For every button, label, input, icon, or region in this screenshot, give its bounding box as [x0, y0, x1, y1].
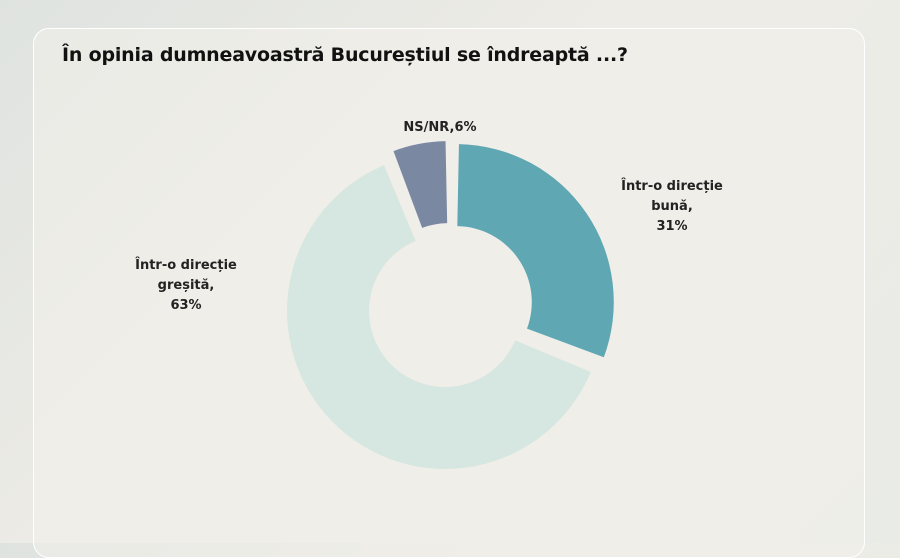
slice-label: NS/NR,6%	[375, 118, 505, 138]
category-label: Într-o direcție bună,	[621, 179, 723, 214]
chart	[287, 141, 614, 469]
value-label: 31%	[656, 219, 688, 234]
donut-slice	[287, 165, 591, 469]
donut-slice	[457, 144, 614, 358]
chart-title: În opinia dumneavoastră Bucureștiul se î…	[62, 44, 628, 66]
slice-label: Într-o direcție greșită, 63%	[121, 256, 251, 316]
value-label: 63%	[170, 298, 202, 313]
value-label: 6%	[454, 120, 477, 135]
category-label: Într-o direcție greșită,	[135, 258, 237, 293]
card	[33, 28, 865, 558]
category-label: NS/NR,	[403, 120, 455, 135]
slice-label: Într-o direcție bună, 31%	[612, 177, 732, 237]
donut-slice	[393, 141, 448, 228]
